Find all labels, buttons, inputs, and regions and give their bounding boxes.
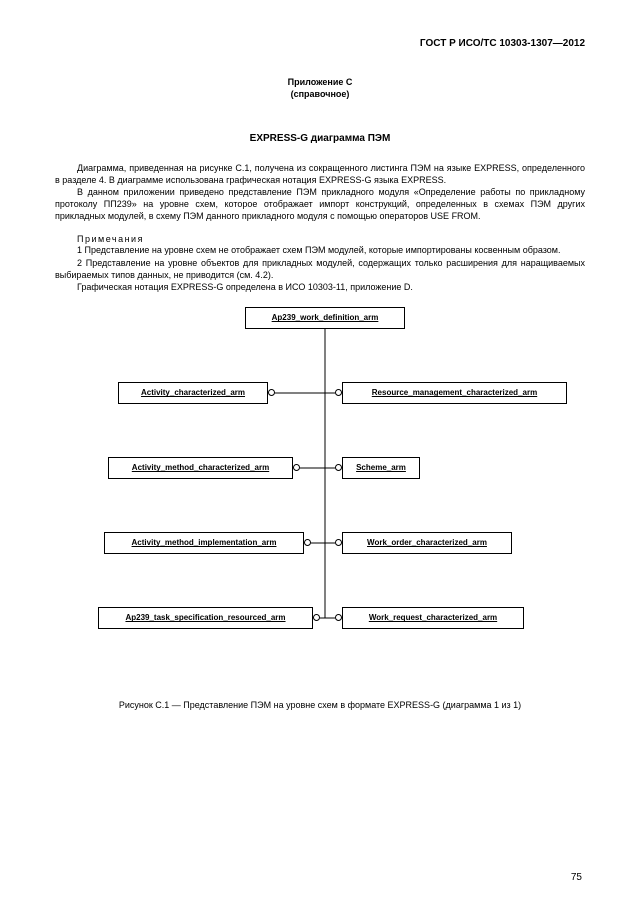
document-id: ГОСТ Р ИСО/ТС 10303-1307—2012 — [55, 38, 585, 49]
note-1: 1 Представление на уровне схем не отобра… — [55, 244, 585, 256]
appendix-label: Приложение С — [55, 77, 585, 89]
page-number: 75 — [571, 872, 582, 883]
diagram-node-right-3: Work_request_characterized_arm — [342, 607, 524, 629]
note-2: 2 Представление на уровне объектов для п… — [55, 257, 585, 281]
section-title: EXPRESS-G диаграмма ПЭМ — [55, 133, 585, 144]
diagram-node-left-2: Activity_method_implementation_arm — [104, 532, 304, 554]
express-g-diagram: Ap239_work_definition_arm Activity_charac… — [70, 307, 570, 682]
figure-caption: Рисунок С.1 — Представление ПЭМ на уровн… — [55, 700, 585, 710]
paragraph-1: Диаграмма, приведенная на рисунке С.1, п… — [55, 162, 585, 186]
diagram-node-left-3: Ap239_task_specification_resourced_arm — [98, 607, 313, 629]
diagram-node-right-1: Scheme_arm — [342, 457, 420, 479]
appendix-subtitle: (справочное) — [55, 89, 585, 99]
note-3: Графическая нотация EXPRESS-G определена… — [55, 281, 585, 293]
notes-header: Примечания — [55, 234, 585, 244]
diagram-node-root: Ap239_work_definition_arm — [245, 307, 405, 329]
diagram-node-left-1: Activity_method_characterized_arm — [108, 457, 293, 479]
diagram-node-right-0: Resource_management_characterized_arm — [342, 382, 567, 404]
diagram-node-left-0: Activity_characterized_arm — [118, 382, 268, 404]
diagram-node-right-2: Work_order_characterized_arm — [342, 532, 512, 554]
paragraph-2: В данном приложении приведено представле… — [55, 186, 585, 222]
